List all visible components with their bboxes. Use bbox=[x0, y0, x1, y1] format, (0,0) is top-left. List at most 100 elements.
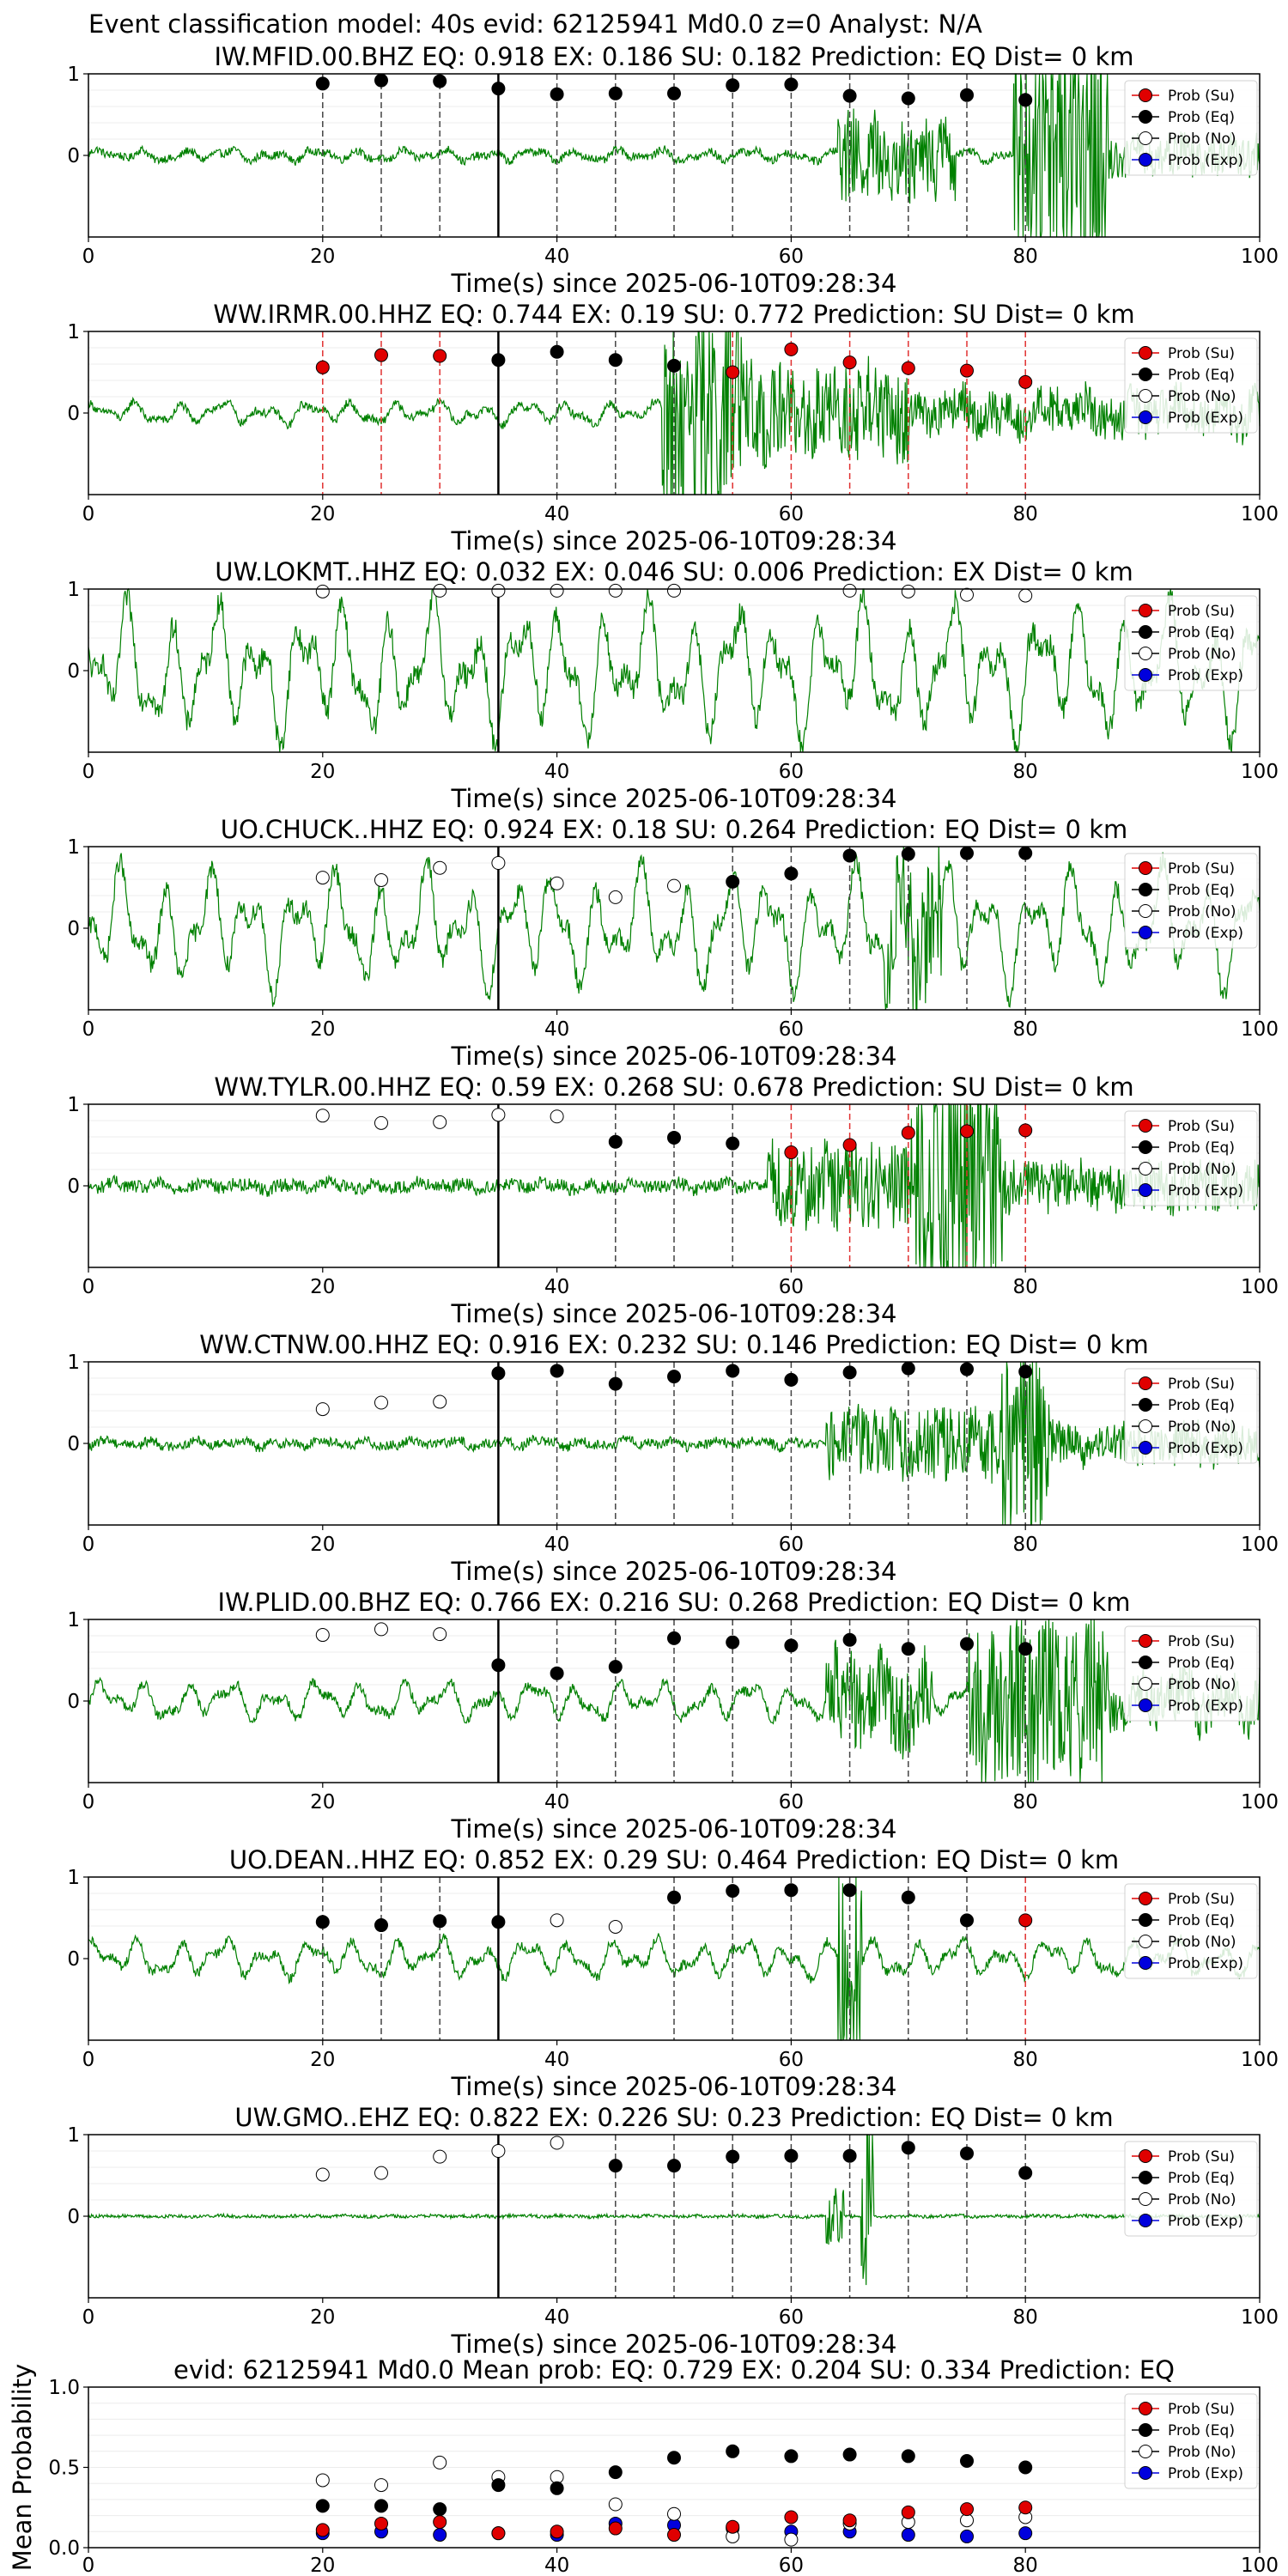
x-tick-label: 80 bbox=[1013, 1018, 1038, 1041]
y-tick-label: 0 bbox=[67, 2206, 80, 2228]
legend-label-exp: Prob (Exp) bbox=[1168, 1698, 1243, 1715]
mean-point-eq bbox=[608, 2465, 623, 2480]
x-tick-label: 0 bbox=[82, 1791, 95, 1814]
x-tick-label: 60 bbox=[779, 1791, 804, 1814]
legend-label-exp: Prob (Exp) bbox=[1168, 2213, 1243, 2230]
legend-label-su: Prob (Su) bbox=[1168, 1633, 1235, 1650]
legend-1: Prob (Su) Prob (Eq) Prob (No) Prob (Exp) bbox=[1124, 337, 1258, 434]
waveform-trace-6 bbox=[88, 1619, 1261, 1783]
legend-label-exp: Prob (Exp) bbox=[1168, 410, 1243, 427]
prob-point-su bbox=[1018, 374, 1033, 389]
panel-title-4: WW.TYLR.00.HHZ EQ: 0.59 EX: 0.268 SU: 0.… bbox=[214, 1072, 1133, 1102]
legend-box bbox=[1124, 2141, 1258, 2237]
legend-label-no: Prob (No) bbox=[1168, 1676, 1236, 1693]
legend-label-no: Prob (No) bbox=[1168, 1161, 1236, 1178]
station-panel-2: UW.LOKMT..HHZ EQ: 0.032 EX: 0.046 SU: 0.… bbox=[67, 557, 1279, 813]
x-tick-label: 60 bbox=[779, 2049, 804, 2071]
prob-point-eq bbox=[901, 91, 915, 106]
prob-point-eq bbox=[315, 76, 330, 91]
x-tick-label: 20 bbox=[310, 246, 335, 268]
x-tick-label: 40 bbox=[544, 1276, 569, 1298]
x-tick-label: 80 bbox=[1013, 2306, 1038, 2329]
mean-point-su bbox=[608, 2521, 623, 2536]
x-tick-label: 80 bbox=[1013, 761, 1038, 783]
x-tick-label: 0 bbox=[82, 2049, 95, 2071]
legend-marker-eq bbox=[1139, 1140, 1152, 1154]
legend-label-no: Prob (No) bbox=[1168, 1934, 1236, 1951]
plot-area-2 bbox=[88, 589, 1260, 752]
mean-point-eq bbox=[901, 2449, 915, 2464]
prob-point-eq bbox=[433, 1914, 447, 1929]
panel-title-7: UO.DEAN..HHZ EQ: 0.852 EX: 0.29 SU: 0.46… bbox=[229, 1845, 1119, 1874]
legend-label-eq: Prob (Eq) bbox=[1168, 882, 1235, 899]
legend-marker-no bbox=[1139, 2192, 1152, 2206]
legend-label-eq: Prob (Eq) bbox=[1168, 109, 1235, 126]
station-panel-1: WW.IRMR.00.HHZ EQ: 0.744 EX: 0.19 SU: 0.… bbox=[67, 300, 1279, 556]
prob-point-no bbox=[901, 584, 915, 598]
legend-label-eq: Prob (Eq) bbox=[1168, 1397, 1235, 1414]
prob-point-eq bbox=[491, 1915, 506, 1929]
station-panel-4: WW.TYLR.00.HHZ EQ: 0.59 EX: 0.268 SU: 0.… bbox=[67, 1072, 1279, 1328]
legend-marker-exp bbox=[1139, 1956, 1152, 1970]
prob-point-no bbox=[842, 583, 857, 598]
mean-point-eq bbox=[960, 2454, 974, 2469]
legend-box bbox=[1124, 1883, 1258, 1979]
legend-label-eq: Prob (Eq) bbox=[1168, 2422, 1235, 2439]
prob-point-no bbox=[491, 1108, 506, 1122]
prob-point-eq bbox=[550, 1364, 564, 1378]
prob-point-eq bbox=[667, 1631, 681, 1645]
prob-point-eq bbox=[784, 866, 799, 881]
legend-label-su: Prob (Su) bbox=[1168, 860, 1235, 878]
prob-point-eq bbox=[842, 848, 857, 863]
legend-marker-eq bbox=[1139, 368, 1152, 381]
x-tick-label: 100 bbox=[1241, 246, 1279, 268]
mean-point-eq bbox=[726, 2444, 740, 2458]
legend-8: Prob (Su) Prob (Eq) Prob (No) Prob (Exp) bbox=[1124, 2141, 1258, 2237]
prob-point-no bbox=[960, 587, 974, 602]
x-tick-label: 0 bbox=[82, 1018, 95, 1041]
prob-point-eq bbox=[784, 1372, 799, 1387]
y-tick-label: 0 bbox=[67, 1691, 80, 1713]
mean-point-su bbox=[901, 2505, 915, 2519]
prob-point-eq bbox=[550, 87, 564, 101]
x-tick-label: 80 bbox=[1013, 2555, 1038, 2576]
prob-point-no bbox=[433, 860, 447, 875]
x-tick-label: 100 bbox=[1241, 2555, 1279, 2576]
x-tick-label: 20 bbox=[310, 761, 335, 783]
prob-point-no bbox=[550, 583, 564, 598]
legend-marker-exp bbox=[1139, 668, 1152, 682]
x-tick-label: 60 bbox=[779, 2306, 804, 2329]
prob-point-eq bbox=[784, 1638, 799, 1653]
x-axis-label-8: Time(s) since 2025-06-10T09:28:34 bbox=[451, 2330, 897, 2359]
mean-point-eq bbox=[784, 2449, 799, 2464]
legend-2: Prob (Su) Prob (Eq) Prob (No) Prob (Exp) bbox=[1124, 595, 1258, 691]
legend-label-eq: Prob (Eq) bbox=[1168, 1655, 1235, 1672]
prob-point-eq bbox=[608, 353, 623, 368]
legend-marker-eq bbox=[1139, 625, 1152, 639]
legend-5: Prob (Su) Prob (Eq) Prob (No) Prob (Exp) bbox=[1124, 1368, 1258, 1464]
prob-point-no bbox=[433, 2149, 447, 2164]
legend-label-eq: Prob (Eq) bbox=[1168, 2170, 1235, 2187]
prob-point-eq bbox=[315, 1915, 330, 1929]
x-tick-label: 20 bbox=[310, 2049, 335, 2071]
legend-label-no: Prob (No) bbox=[1168, 2444, 1236, 2461]
legend-label-su: Prob (Su) bbox=[1168, 2401, 1235, 2418]
prob-point-su bbox=[784, 1145, 799, 1160]
prob-point-eq bbox=[842, 1365, 857, 1380]
prob-point-eq bbox=[960, 1637, 974, 1651]
mean-point-exp bbox=[901, 2528, 915, 2543]
prob-point-eq bbox=[726, 78, 740, 93]
legend-label-no: Prob (No) bbox=[1168, 131, 1236, 148]
prob-point-su bbox=[960, 1124, 974, 1139]
legend-marker-no bbox=[1139, 904, 1152, 918]
legend-marker-exp bbox=[1139, 2214, 1152, 2227]
prob-point-eq bbox=[1018, 2166, 1033, 2180]
y-tick-label: 0.5 bbox=[48, 2458, 80, 2480]
prob-point-eq bbox=[550, 1666, 564, 1680]
x-tick-label: 60 bbox=[779, 246, 804, 268]
plot-area-3 bbox=[88, 847, 1260, 1010]
legend-marker-su bbox=[1139, 1892, 1152, 1905]
prob-point-eq bbox=[842, 88, 857, 103]
legend-label-eq: Prob (Eq) bbox=[1168, 1912, 1235, 1929]
